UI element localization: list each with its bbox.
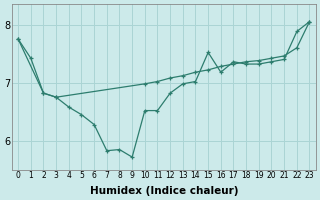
X-axis label: Humidex (Indice chaleur): Humidex (Indice chaleur) bbox=[90, 186, 238, 196]
